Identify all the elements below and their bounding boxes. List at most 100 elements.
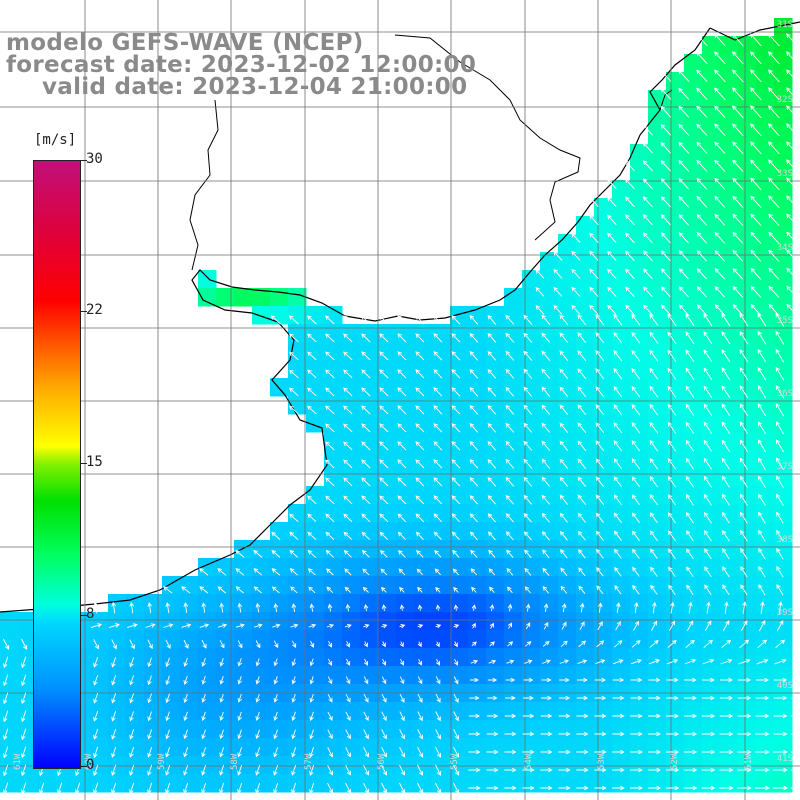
wind-cell — [684, 54, 703, 73]
wind-arrow — [291, 729, 296, 740]
wind-cell — [126, 738, 145, 757]
wind-arrow — [21, 746, 27, 759]
wind-cell — [306, 522, 325, 541]
wind-arrow — [721, 475, 730, 488]
wind-arrow — [540, 749, 553, 755]
wind-arrow — [631, 349, 641, 362]
wind-arrow — [652, 601, 657, 614]
wind-cell — [126, 594, 145, 613]
wind-arrow — [271, 531, 281, 540]
wind-arrow — [704, 584, 712, 596]
wind-arrow — [768, 69, 780, 83]
wind-arrow — [345, 747, 351, 758]
wind-arrow — [755, 677, 770, 683]
wind-cell — [162, 756, 181, 775]
wind-arrow — [678, 178, 690, 190]
wind-cell — [558, 702, 577, 721]
wind-cell — [396, 324, 415, 343]
wind-cell — [306, 666, 325, 685]
wind-cell — [774, 144, 793, 163]
wind-arrow — [399, 693, 405, 703]
wind-arrow — [667, 494, 676, 506]
wind-arrow — [666, 677, 679, 683]
wind-arrow — [487, 332, 497, 343]
wind-arrow — [415, 477, 425, 487]
wind-arrow — [578, 585, 586, 594]
wind-arrow — [742, 601, 747, 614]
wind-arrow — [325, 513, 335, 523]
wind-cell — [540, 540, 559, 559]
wind-cell — [468, 558, 487, 577]
wind-cell — [594, 216, 613, 235]
wind-arrow — [165, 675, 170, 686]
wind-arrow — [397, 513, 407, 523]
lon-label: 55W — [450, 753, 460, 770]
wind-arrow — [732, 123, 744, 137]
wind-cell — [702, 36, 721, 55]
wind-arrow — [505, 531, 514, 541]
wind-arrow — [750, 303, 762, 316]
wind-arrow — [415, 513, 425, 523]
wind-cell — [126, 648, 145, 667]
wind-arrow — [201, 747, 207, 758]
wind-arrow — [630, 677, 643, 683]
wind-arrow — [793, 366, 800, 379]
wind-cell — [522, 414, 541, 433]
wind-arrow — [631, 494, 640, 506]
wind-cell — [612, 648, 631, 667]
wind-arrow — [165, 711, 170, 722]
wind-arrow — [719, 731, 734, 737]
wind-cell — [648, 288, 667, 307]
wind-cell — [306, 324, 325, 343]
wind-cell — [450, 306, 469, 325]
wind-cell — [756, 432, 775, 451]
wind-arrow — [504, 767, 517, 773]
lat-label: 34S — [777, 243, 793, 253]
wind-cell — [18, 720, 37, 739]
wind-cell — [756, 522, 775, 541]
wind-arrow — [758, 584, 766, 596]
wind-arrow — [696, 286, 707, 298]
wind-arrow — [774, 658, 787, 665]
wind-arrow — [739, 331, 749, 345]
wind-arrow — [379, 351, 389, 361]
wind-arrow — [255, 676, 261, 685]
wind-arrow — [667, 403, 677, 416]
wind-arrow — [399, 586, 405, 593]
wind-arrow — [704, 548, 712, 560]
wind-cell — [360, 414, 379, 433]
wind-arrow — [309, 676, 315, 685]
wind-cell — [342, 612, 361, 631]
wind-arrow — [577, 440, 587, 452]
wind-arrow — [595, 530, 604, 541]
wind-arrow — [201, 765, 207, 776]
wind-arrow — [307, 369, 317, 379]
wind-arrow — [417, 764, 424, 776]
wind-arrow — [720, 658, 733, 665]
wind-cell — [774, 36, 793, 55]
wind-arrow — [219, 747, 225, 758]
wind-arrow — [523, 695, 534, 701]
wind-cell — [324, 432, 343, 451]
wind-arrow — [504, 713, 517, 719]
wind-arrow — [686, 620, 694, 632]
wind-arrow — [577, 512, 586, 523]
wind-cell — [558, 540, 577, 559]
wind-cell — [522, 468, 541, 487]
wind-arrow — [452, 549, 460, 558]
wind-arrow — [683, 713, 698, 719]
wind-cell — [648, 234, 667, 253]
wind-cell — [0, 756, 19, 775]
wind-arrow — [253, 549, 263, 558]
wind-cell — [324, 612, 343, 631]
wind-cell — [720, 126, 739, 145]
wind-cell — [648, 126, 667, 145]
wind-arrow — [309, 711, 314, 722]
wind-cell — [234, 594, 253, 613]
wind-arrow — [631, 458, 641, 470]
wind-cell — [684, 612, 703, 631]
wind-arrow — [379, 513, 389, 523]
wind-arrow — [793, 384, 800, 397]
wind-cell — [414, 630, 433, 649]
wind-arrow — [235, 623, 245, 628]
